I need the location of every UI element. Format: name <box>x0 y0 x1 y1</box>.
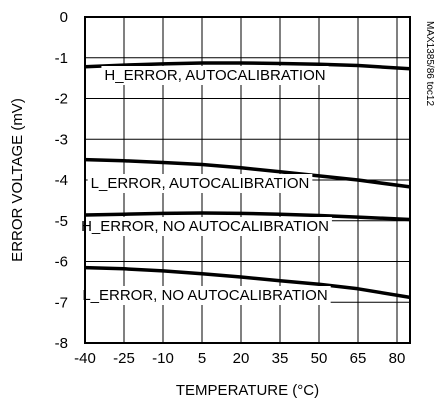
x-tick-label: 50 <box>311 350 328 367</box>
y-tick-label: -7 <box>55 294 68 311</box>
y-tick-label: -2 <box>55 91 68 108</box>
x-tick-label: -10 <box>152 350 174 367</box>
y-tick-label: -6 <box>55 254 68 271</box>
series-line <box>84 61 411 71</box>
y-tick-label: 0 <box>60 9 68 26</box>
series-labels: H_ERROR, AUTOCALIBRATION L_ERROR, AUTOCAL… <box>78 66 332 305</box>
series-line <box>84 157 411 189</box>
series-label-background <box>79 286 331 305</box>
series-label: L_ERROR, AUTOCALIBRATION <box>91 175 310 192</box>
y-tick-label: -8 <box>55 335 68 352</box>
plot-frame <box>84 16 411 344</box>
x-tick-label: 35 <box>272 350 289 367</box>
chart-reference-note: MAX1385/86 toc12 <box>424 21 435 106</box>
x-tick-label: 65 <box>350 350 367 367</box>
series-line <box>84 265 411 300</box>
series-label: H_ERROR, AUTOCALIBRATION <box>104 67 325 84</box>
tick-labels: -40 -25 -10 5 20 35 50 65 80 0 -1 -2 -3 -4 -5 -6 -7 -8 <box>55 9 406 367</box>
x-tick-label: -40 <box>74 350 96 367</box>
series-label-background <box>101 66 329 85</box>
y-tick-label: -1 <box>55 50 68 67</box>
series-label: L_ERROR, NO AUTOCALIBRATION <box>82 287 327 304</box>
y-tick-label: -4 <box>55 172 68 189</box>
x-tick-label: 80 <box>389 350 406 367</box>
x-tick-label: 20 <box>233 350 250 367</box>
y-tick-label: -5 <box>55 213 68 230</box>
series-label: H_ERROR, NO AUTOCALIBRATION <box>81 218 329 235</box>
series-curves <box>84 61 411 300</box>
series-label-background <box>87 174 313 193</box>
x-tick-label: -25 <box>113 350 135 367</box>
series-label-background <box>78 217 332 236</box>
y-axis-title: ERROR VOLTAGE (mV) <box>9 98 26 262</box>
series-line <box>84 211 411 222</box>
x-tick-label: 5 <box>198 350 206 367</box>
x-axis-title: TEMPERATURE (°C) <box>176 382 319 399</box>
y-tick-label: -3 <box>55 131 68 148</box>
